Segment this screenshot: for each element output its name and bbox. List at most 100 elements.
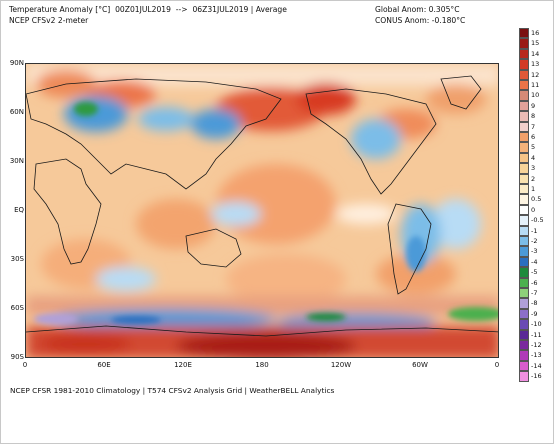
colorbar-swatch [519, 340, 529, 351]
anomaly-map [25, 63, 499, 358]
anomaly-map-svg [26, 64, 498, 357]
colorbar-label: -14 [531, 361, 542, 370]
lon-label-120e: 120E [174, 361, 192, 369]
colorbar-label: 14 [531, 49, 540, 58]
lon-label-120w: 120W [330, 361, 352, 369]
colorbar-swatch [519, 267, 529, 278]
colorbar-swatch [519, 28, 529, 39]
colorbar-label: -12 [531, 341, 542, 349]
colorbar-label: -9 [531, 309, 538, 318]
conus-anomaly: CONUS Anom: -0.180°C [375, 16, 466, 25]
coastlines [26, 75, 498, 337]
eurasia-outline [26, 78, 282, 190]
africa-outline [33, 158, 102, 265]
title-line-1: Temperature Anomaly [°C] 00Z01JUL2019 --… [9, 5, 287, 14]
colorbar-label: -13 [531, 351, 542, 360]
global-anomaly: Global Anom: 0.305°C [375, 5, 460, 14]
colorbar-swatch [519, 100, 529, 112]
colorbar-swatch [519, 277, 529, 288]
colorbar-label: -7 [531, 289, 538, 297]
anomaly-detail [34, 102, 498, 325]
lon-label-60w: 60W [412, 361, 428, 369]
lat-label-90s: 90S [10, 353, 24, 361]
greenland-outline [440, 75, 482, 110]
colorbar-label: -10 [531, 320, 542, 329]
colorbar-label: 3 [531, 164, 536, 173]
lat-label-60n: 60N [9, 108, 24, 116]
lat-label-90n: 90N [9, 59, 24, 67]
colorbar-swatch [519, 225, 529, 236]
colorbar-label: 15 [531, 39, 540, 48]
colorbar-label: 0 [531, 205, 536, 214]
colorbar-label: 10 [531, 91, 540, 100]
colorbar-swatch [519, 132, 529, 143]
colorbar-swatch [519, 48, 529, 60]
colorbar-swatch [519, 371, 529, 382]
colorbar-label: -11 [531, 330, 542, 339]
colorbar-label: 0.5 [531, 195, 542, 204]
anomaly-block: Global Anom: 0.305°C CONUS Anom: -0.180°… [375, 4, 465, 26]
colorbar-swatch [519, 38, 529, 49]
colorbar-swatch [519, 256, 529, 268]
colorbar-swatch [519, 215, 529, 226]
colorbar-label: 5 [531, 143, 536, 152]
colorbar-label: 7 [531, 122, 536, 131]
colorbar-label: -8 [531, 299, 538, 308]
colorbar-label: 2 [531, 174, 536, 183]
colorbar-label: -2 [531, 237, 538, 245]
colorbar-swatch [519, 80, 529, 91]
colorbar-swatch [519, 121, 529, 132]
lat-label-30s: 30S [10, 255, 24, 263]
colorbar-swatch [519, 350, 529, 361]
lat-label-60s: 60S [10, 304, 24, 312]
colorbar-label: -16 [531, 372, 542, 381]
lat-label-30n: 30N [9, 157, 24, 165]
anomaly-field [26, 64, 498, 357]
lon-label-180: 180 [255, 361, 269, 369]
colorbar-label: -5 [531, 268, 538, 277]
colorbar-swatch [519, 152, 529, 164]
colorbar-label: -4 [531, 257, 538, 266]
colorbar-label: -3 [531, 247, 538, 256]
colorbar-swatch [519, 319, 529, 330]
antarctica-outline [26, 325, 498, 337]
title-line-2: NCEP CFSv2 2-meter [9, 16, 89, 25]
lon-label-0: 0 [22, 361, 28, 369]
australia-outline [185, 228, 242, 268]
colorbar-label: 12 [531, 70, 540, 79]
colorbar-swatch [519, 194, 529, 205]
colorbar-swatch [519, 163, 529, 174]
colorbar-label: 4 [531, 153, 536, 162]
colorbar-label: 8 [531, 112, 536, 121]
colorbar-label: 13 [531, 60, 540, 69]
colorbar-label: 16 [531, 29, 540, 37]
lon-label-60e: 60E [97, 361, 111, 369]
lat-label-eq: EQ [14, 206, 24, 214]
colorbar-swatch [519, 90, 529, 101]
colorbar-swatch [519, 246, 529, 257]
colorbar-swatch [519, 329, 529, 340]
footer-credits: NCEP CFSR 1981-2010 Climatology | T574 C… [10, 386, 335, 395]
colorbar-label: -6 [531, 278, 538, 287]
colorbar-swatch [519, 69, 529, 80]
colorbar-swatch [519, 59, 529, 70]
colorbar-label: 9 [531, 101, 536, 110]
colorbar-swatch [519, 360, 529, 372]
title-block: Temperature Anomaly [°C] 00Z01JUL2019 --… [9, 4, 287, 26]
colorbar-swatch [519, 308, 529, 320]
colorbar-swatch [519, 142, 529, 153]
colorbar-label: -0.5 [531, 216, 544, 225]
colorbar-swatch [519, 111, 529, 122]
colorbar-label: 11 [531, 81, 540, 89]
colorbar-swatch [519, 288, 529, 299]
colorbar-swatch [519, 236, 529, 247]
colorbar-swatch [519, 298, 529, 309]
colorbar-label: 6 [531, 133, 536, 141]
colorbar-label: -1 [531, 226, 538, 235]
lon-label-0-east: 0 [494, 361, 500, 369]
colorbar-swatch [519, 184, 529, 195]
south-america-outline [387, 203, 432, 295]
north-america-outline [305, 88, 437, 195]
colorbar-swatch [519, 204, 529, 216]
